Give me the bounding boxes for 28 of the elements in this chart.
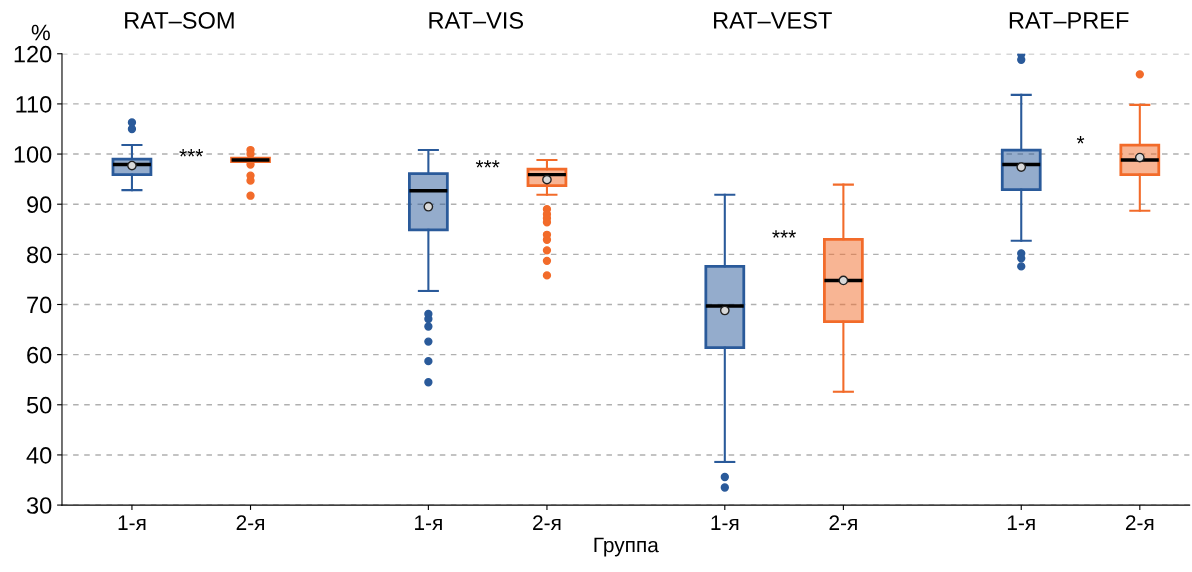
y-tick-label: 120: [14, 45, 52, 63]
x-axis-title: Группа: [594, 537, 659, 557]
x-tick-label: 1-я: [1007, 515, 1035, 530]
x-tick-label: 2-я: [533, 515, 561, 530]
annotation: *: [1076, 136, 1085, 144]
x-tick-label: 2-я: [236, 515, 264, 530]
x-tick-label: 2-я: [829, 515, 857, 530]
x-tick-label: 2-я: [1125, 515, 1154, 530]
y-tick-label: 40: [26, 447, 52, 464]
y-tick-label: 70: [27, 296, 52, 314]
y-tick-label: 90: [27, 196, 52, 213]
y-axis-title: %: [31, 24, 50, 41]
text: RAT–PREF: [1009, 12, 1129, 29]
x-tick-label: 1-я: [118, 515, 146, 530]
x-tick-label: 1-я: [415, 515, 442, 530]
text: RAT–SOM: [125, 12, 234, 29]
y-tick-label: 60: [27, 346, 52, 364]
x-tick-label: 1-я: [711, 515, 739, 530]
y-tick-label: 50: [26, 396, 52, 414]
y-tick-label: 80: [27, 246, 52, 264]
annotation: ***: [179, 149, 204, 157]
annotation: ***: [475, 160, 500, 168]
y-tick-label: 110: [16, 95, 52, 113]
y-tick-label: 30: [26, 497, 52, 514]
annotation: ***: [772, 230, 796, 238]
text: RAT–VIS: [429, 12, 524, 29]
text: RAT–VEST: [714, 12, 832, 29]
y-tick-label: 100: [14, 146, 52, 163]
